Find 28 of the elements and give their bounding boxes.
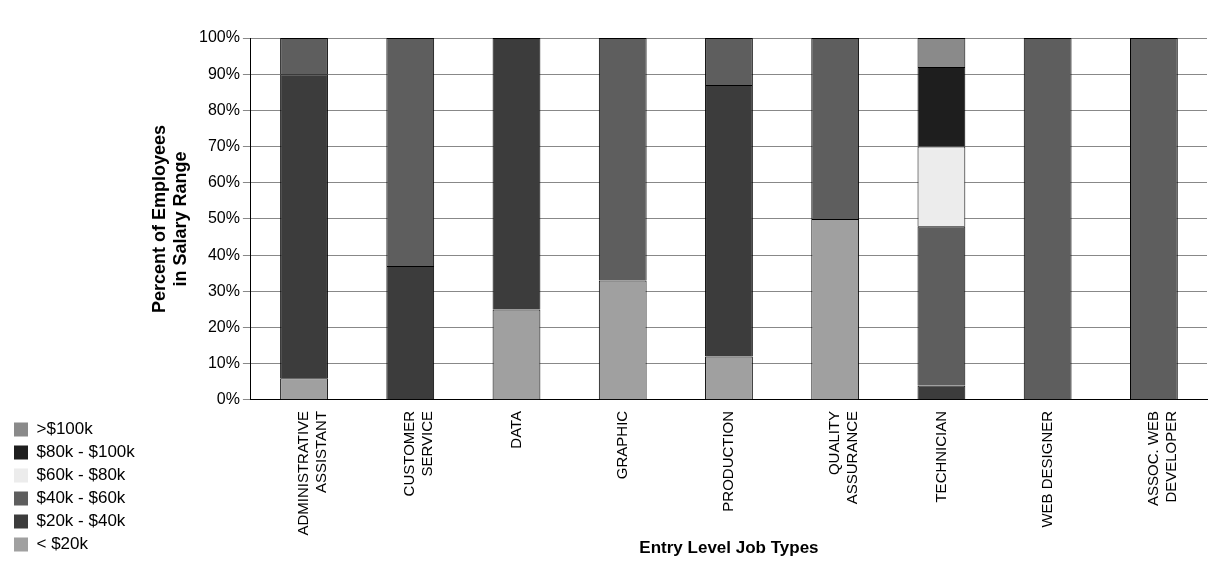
x-tick-label: CUSTOMER SERVICE	[400, 410, 436, 497]
y-tick-label: 20%	[207, 317, 240, 335]
x-tick-label: GRAPHIC	[612, 410, 630, 480]
x-tick-label: DATA	[506, 410, 524, 449]
y-axis-title: Percent of Employees in Salary Range	[148, 124, 191, 313]
x-tick-label: PRODUCTION	[719, 410, 737, 512]
legend-label: $20k - $40k	[36, 511, 126, 531]
x-tick-label: QUALITY ASSURANCE	[825, 410, 861, 505]
x-tick-label: WEB DESIGNER	[1037, 410, 1055, 528]
x-tick-label: ASSOC. WEB DEVELOPER	[1144, 410, 1180, 506]
y-tick-label: 60%	[207, 173, 240, 191]
y-tick-label: 10%	[207, 354, 240, 372]
legend-label: >$100k	[36, 419, 94, 439]
y-tick-label: 70%	[207, 136, 240, 154]
y-tick-label: 0%	[216, 390, 240, 408]
y-tick-label: 30%	[207, 281, 240, 299]
y-tick-label: 40%	[207, 245, 240, 263]
y-tick-label: 50%	[207, 209, 240, 227]
legend-label: $60k - $80k	[36, 465, 126, 485]
legend-label: $40k - $60k	[36, 488, 126, 508]
legend-label: $80k - $100k	[36, 442, 136, 462]
x-tick-label: TECHNICIAN	[931, 410, 949, 503]
x-tick-label: ADMINISTRATIVE ASSISTANT	[294, 410, 330, 536]
y-tick-label: 100%	[198, 28, 240, 46]
x-axis-title: Entry Level Job Types	[639, 538, 819, 558]
y-tick-label: 90%	[207, 64, 240, 82]
y-tick-label: 80%	[207, 100, 240, 118]
legend-label: < $20k	[36, 534, 89, 554]
